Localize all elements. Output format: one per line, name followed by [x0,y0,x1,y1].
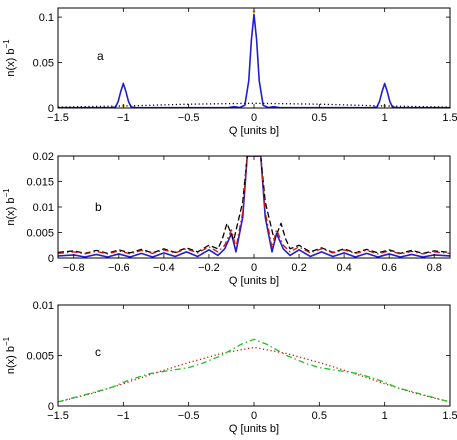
x-axis-label: Q [units b] [229,423,279,435]
series-dashed-line [58,156,450,255]
x-tick-label: 1.5 [442,410,457,422]
x-tick-label: −1.5 [47,112,69,124]
series-solid-line [58,156,450,258]
series-group [58,156,450,258]
axes-frame [57,155,451,259]
y-axis-label: n(x) b−1 [2,39,17,77]
x-tick-label: −0.2 [198,262,220,274]
y-tick-label: 0.01 [33,300,54,312]
x-tick-label: 0.5 [312,410,327,422]
y-axis-label-main: n(x) b [5,346,17,374]
x-tick-label: −0.5 [178,410,200,422]
x-axis-label: Q [units b] [229,275,279,287]
panel-letter: b [95,200,102,214]
y-tick-label: 0.02 [33,151,54,163]
y-tick-label: 0.05 [33,58,54,70]
x-tick-label: −0.5 [178,112,200,124]
y-axis-label-superscript: −1 [2,188,11,198]
x-tick-label: 0.8 [427,262,442,274]
x-tick-label: 0 [251,112,257,124]
y-tick-label: 0.005 [26,351,54,363]
x-tick-label: 1 [382,112,388,124]
panel-letter: a [97,49,104,63]
y-tick-label: 0 [48,103,54,115]
y-axis-label-superscript: −1 [2,39,11,49]
x-tick-label: 0 [251,262,257,274]
x-tick-label: −0.8 [63,262,85,274]
series-group [58,10,450,108]
axes-frame [57,304,451,407]
y-tick-label: 0 [48,253,54,265]
y-axis-label-superscript: −1 [2,336,11,346]
panel-a: −1.5 −1 −0.5 0 0.5 1 1.5 0 0.05 0.1 Q [units b] n(x… [2,7,457,137]
x-tick-label: 0.2 [291,262,306,274]
x-tick-label: −1 [117,112,130,124]
panel-c: −1.5 −1 −0.5 0 0.5 1 1.5 0 0.005 0.01 Q [units b] n… [2,300,457,435]
axes-frame [57,7,451,109]
y-tick-label: 0.1 [39,12,54,24]
x-tick-label: −1.5 [47,410,69,422]
x-tick-label: 0.6 [382,262,397,274]
series-solid-line [58,13,450,108]
series-dashdot-line [58,156,450,255]
x-tick-label: −0.4 [153,262,175,274]
y-tick-label: 0.005 [26,228,54,240]
x-tick-label: 0 [251,410,257,422]
x-tick-label: 0.4 [336,262,351,274]
y-axis-label-main: n(x) b [5,49,17,77]
y-axis-label: n(x) b−1 [2,188,17,226]
y-tick-label: 0 [48,401,54,413]
x-axis-label: Q [units b] [229,125,279,137]
x-tick-label: 0.5 [312,112,327,124]
series-dashdot-line [58,338,450,403]
x-tick-label: 1 [382,410,388,422]
y-axis-label: n(x) b−1 [2,336,17,374]
y-axis-label-main: n(x) b [5,198,17,226]
y-tick-label: 0.01 [33,202,54,214]
x-tick-label: 1.5 [442,112,457,124]
x-tick-label: −0.6 [108,262,130,274]
y-tick-label: 0.015 [26,177,54,189]
panel-b: −0.8 −0.6 −0.4 −0.2 0 0.2 0.4 0.6 0.8 0 0.005 0.01 0… [2,151,451,287]
series-dotted-line [58,346,450,403]
series-group [58,338,450,403]
x-tick-label: −1 [117,410,130,422]
panel-letter: c [95,345,101,359]
